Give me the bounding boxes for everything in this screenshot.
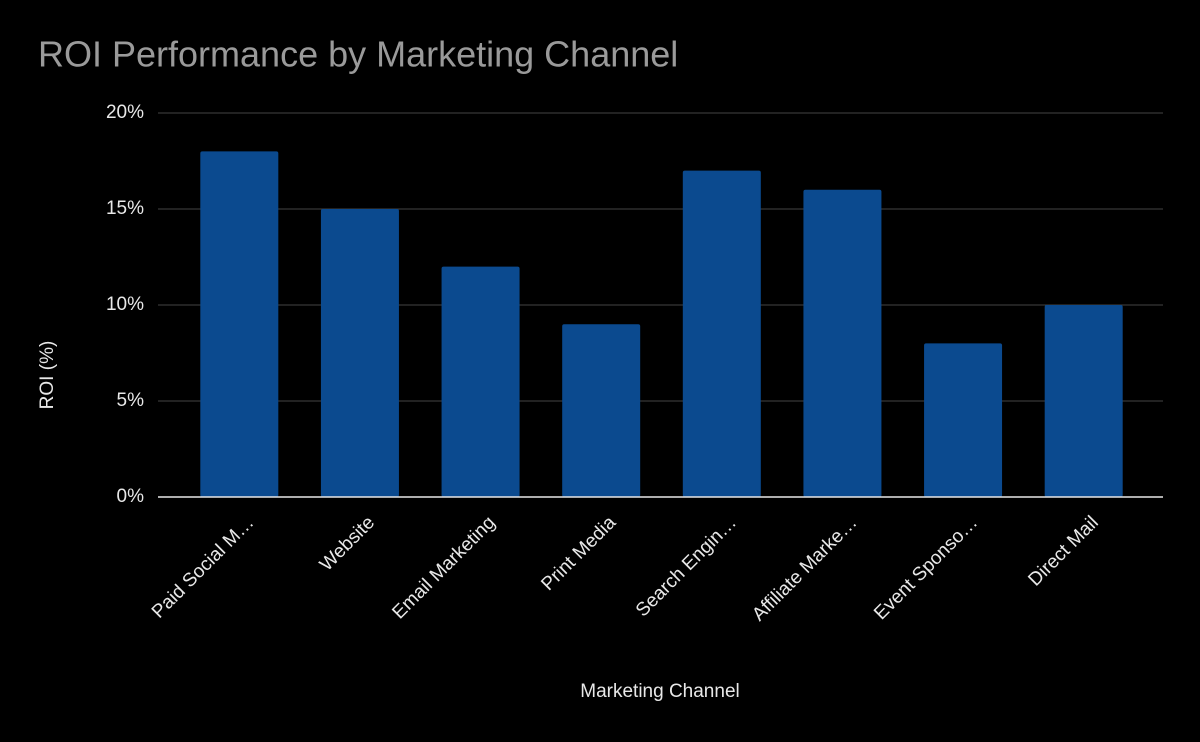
y-tick-label: 0% bbox=[117, 486, 145, 507]
bar bbox=[200, 151, 279, 497]
y-tick-label: 20% bbox=[106, 102, 144, 123]
chart-title: ROI Performance by Marketing Channel bbox=[38, 34, 678, 75]
x-tick-label: Affiliate Marke… bbox=[748, 512, 861, 625]
bar bbox=[682, 170, 761, 497]
x-tick-label: Direct Mail bbox=[1024, 512, 1102, 590]
bar bbox=[320, 209, 399, 497]
y-axis-title: ROI (%) bbox=[37, 341, 58, 410]
x-tick-label: Email Marketing bbox=[388, 512, 499, 623]
y-tick-label: 5% bbox=[117, 390, 145, 411]
bar bbox=[803, 189, 882, 498]
x-tick-label: Event Sponso… bbox=[870, 512, 982, 624]
x-tick-label: Search Engin… bbox=[632, 512, 741, 621]
x-axis-title: Marketing Channel bbox=[580, 681, 739, 702]
bar bbox=[1044, 305, 1123, 497]
bar bbox=[924, 343, 1003, 497]
x-tick-label: Website bbox=[316, 512, 379, 575]
y-tick-label: 10% bbox=[106, 294, 144, 315]
y-tick-label: 15% bbox=[106, 198, 144, 219]
bar bbox=[441, 266, 520, 497]
x-tick-label: Paid Social M… bbox=[148, 512, 258, 622]
bar bbox=[562, 324, 641, 497]
x-tick-label: Print Media bbox=[537, 512, 620, 595]
